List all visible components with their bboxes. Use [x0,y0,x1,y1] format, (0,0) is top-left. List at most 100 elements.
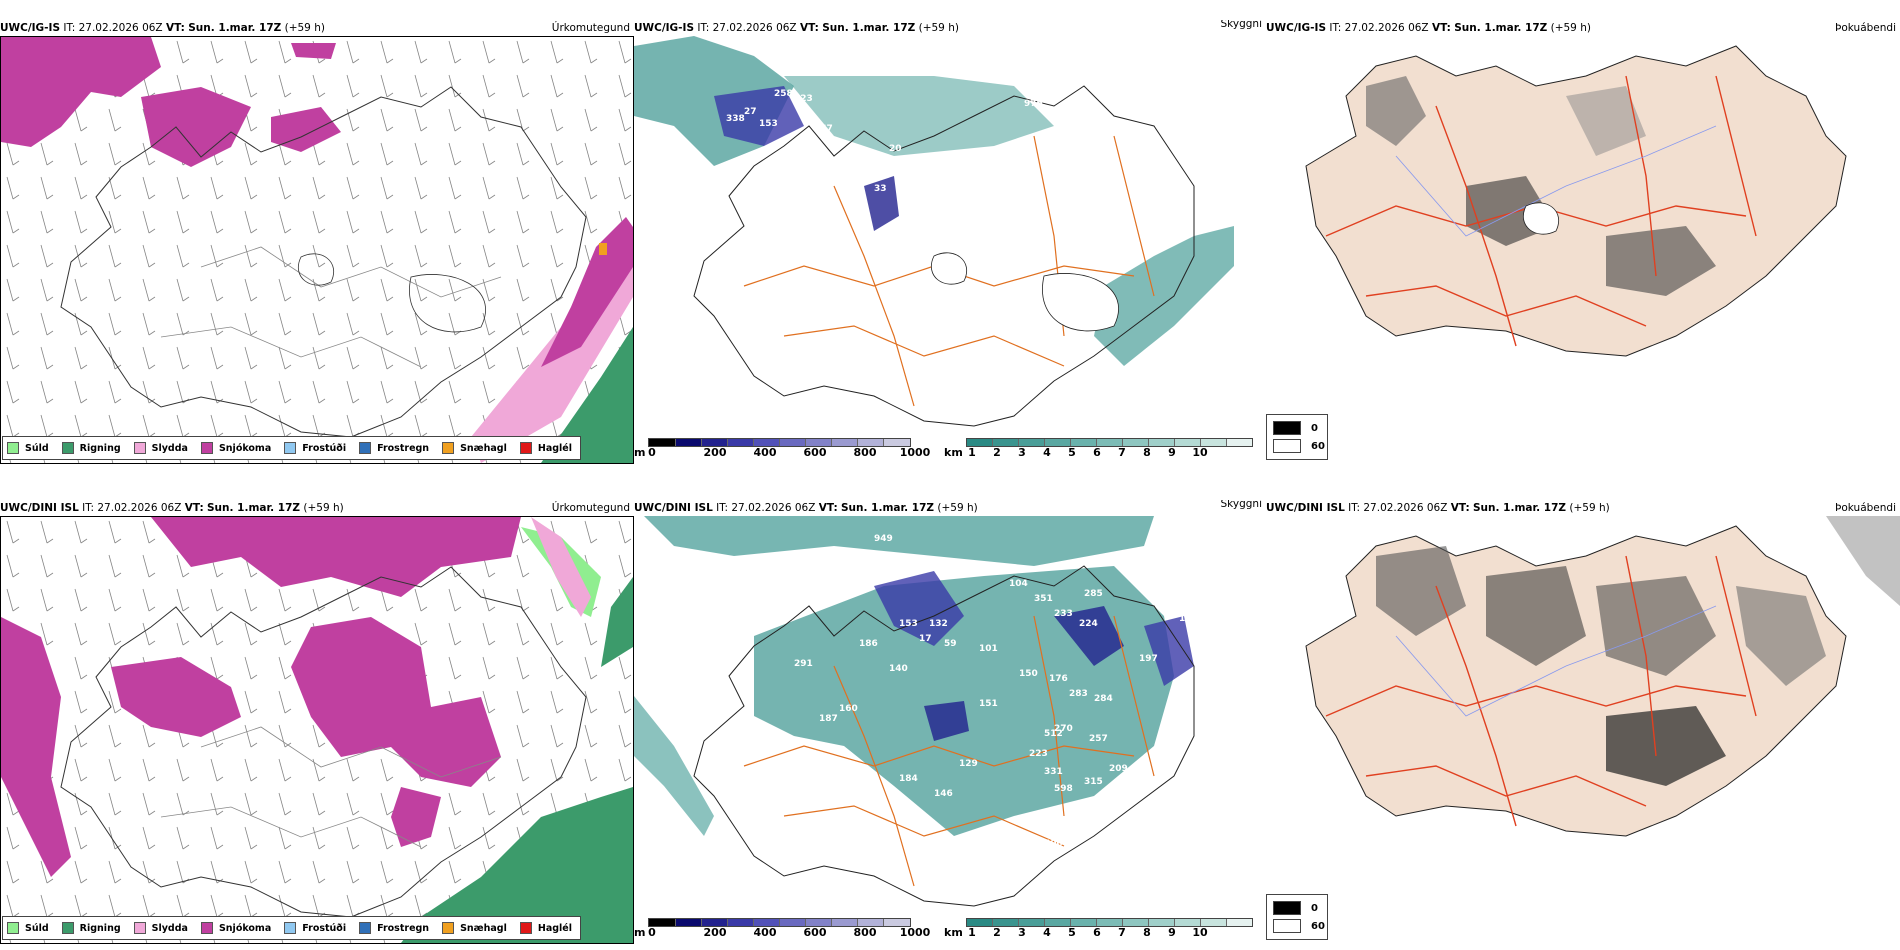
fog-area [1376,546,1466,636]
model-name: UWC/IG-IS [634,22,695,34]
vt-label: VT: [1431,22,1451,34]
vt-value: Sun. 1.mar. 17Z [1454,22,1548,34]
colorbar-tick: 1 [968,926,976,939]
ceiling-value-label: 17 [919,634,932,644]
ceiling-value-label: 224 [1079,619,1098,629]
snow-area [141,87,251,167]
ceiling-value-label: 367 [814,124,833,134]
map-title: Þokuábendi [1835,502,1896,514]
legend-item-freezing-drizzle: Frostúði [284,442,346,454]
colorbar-tick: 9 [1168,446,1176,459]
vt-label: VT: [184,502,204,514]
visibility-colorbar: km 1 2 3 4 5 6 7 8 9 10 [944,918,1253,942]
low-ceiling-area [864,176,899,231]
legend-item-snow-grains: Snæhagl [442,922,507,934]
ceiling-value-label: 29 [889,169,902,179]
legend-swatch [200,442,213,454]
it-value: 27.02.2026 06Z [712,22,797,34]
legend-swatch [284,922,297,934]
fog-legend-row: 60 [1273,919,1325,933]
snow-area [111,657,241,737]
rain-area [541,327,633,463]
ceiling-value-label: 66 [899,199,912,209]
legend-item-snow: Snjókoma [200,442,271,454]
panel-header: UWC/DINI ISL IT: 27.02.2026 06Z VT: Sun.… [1266,500,1900,516]
low-visibility-area [784,76,1054,156]
colorbar-tick: 7 [1118,926,1126,939]
ceiling-value-label: 122 [884,259,903,269]
snow-area [541,217,633,367]
road-network [1325,555,1757,827]
ceiling-value-label: 176 [1049,674,1068,684]
visibility-colorbar: km 1 2 3 4 5 6 7 8 9 10 [944,438,1253,462]
colorbar-segments [966,438,1253,447]
map-title: Skyggni [1220,20,1263,30]
fog-legend-swatch [1273,439,1301,453]
ceiling-value-label: 135 [1209,524,1228,534]
colorbar-tick: 800 [853,926,877,939]
low-visibility-area [644,516,1154,566]
fog-legend: 0 60 [1266,894,1328,940]
ceiling-value-label: 132 [929,619,948,629]
ceiling-value-label: 223 [794,94,813,104]
colorbar-tick: 400 [753,446,777,459]
colorbar-tick: 9 [1168,926,1176,939]
ceiling-value-label: 151 [979,699,998,709]
legend-swatch [284,442,297,454]
it-value: 27.02.2026 06Z [78,22,163,34]
fog-map-svg [1305,45,1847,357]
ceiling-value-label: 209 [1109,764,1128,774]
legend-item-freezing-rain: Frostregn [359,922,429,934]
ceiling-value-label: 315 [1084,777,1103,787]
it-value: 27.02.2026 06Z [731,502,816,514]
lead-time: (+59 h) [284,22,325,34]
legend-swatch [442,442,455,454]
ceiling-value-label: 338 [726,114,745,124]
offshore-fog [1826,516,1900,606]
colorbar-tick: 1000 [899,926,931,939]
map-title: Skyggni [1220,500,1263,510]
lead-time: (+59 h) [918,22,959,34]
snow-area [1,37,161,147]
cloud-map: 338 27 258 223 153 367 976 20 29 33 66 122 122 [634,36,1266,436]
legend-item-freezing-rain: Frostregn [359,442,429,454]
fog-area [1486,566,1586,666]
legend-swatch [61,442,74,454]
ceiling-value-label: 122 [879,229,898,239]
legend-item-hail: Haglél [519,922,572,934]
ceiling-value-label: 405 [1219,554,1238,564]
vt-value: Sun. 1.mar. 17Z [1473,502,1567,514]
ceiling-colorbar: m 0 200 400 600 800 1000 [634,438,934,462]
ceiling-value-label: 285 [1084,589,1103,599]
iceland-landmass [1305,45,1847,357]
precip-type-legend: Súld Rigning Slydda Snjókoma Frostúði Fr… [2,916,581,940]
snow-area [291,617,501,787]
ceiling-value-label: 351 [1034,594,1053,604]
precip-map-svg [1,37,633,463]
fog-area [1366,76,1426,146]
ceiling-value-label: 976 [1024,99,1043,109]
ceiling-value-label: 270 [1054,724,1073,734]
ceiling-value-label: 283 [1069,689,1088,699]
ceiling-value-label: 153 [899,619,918,629]
snow-area [291,43,336,59]
legend-swatch [519,922,532,934]
it-value: 27.02.2026 06Z [97,502,182,514]
panel-header: UWC/IG-IS IT: 27.02.2026 06Z VT: Sun. 1.… [1266,20,1900,36]
ceiling-value-label: 104 [1009,579,1028,589]
ceiling-value-label: 187 [819,714,838,724]
low-ceiling-area [1054,606,1124,666]
colorbar-tick: 600 [803,926,827,939]
cloud-map: 949 203 135 405 291 160 187 186 140 153 17 132 59 101… [634,516,1266,916]
panel-header: UWC/IG-IS IT: 27.02.2026 06Z VT: Sun. 1.… [0,20,634,36]
ceiling-value-label: 210 [1114,779,1133,789]
colorbar-tick: 200 [703,926,727,939]
colorbar-tick: 1 [968,446,976,459]
colorbar-tick: 10 [1192,926,1208,939]
ceiling-value-label: 512 [1044,729,1063,739]
precip-panel-top: UWC/IG-IS IT: 27.02.2026 06Z VT: Sun. 1.… [0,20,634,464]
colorbar-unit: m [634,446,646,459]
legend-swatch [61,922,74,934]
ceiling-value-label: 949 [874,534,893,544]
